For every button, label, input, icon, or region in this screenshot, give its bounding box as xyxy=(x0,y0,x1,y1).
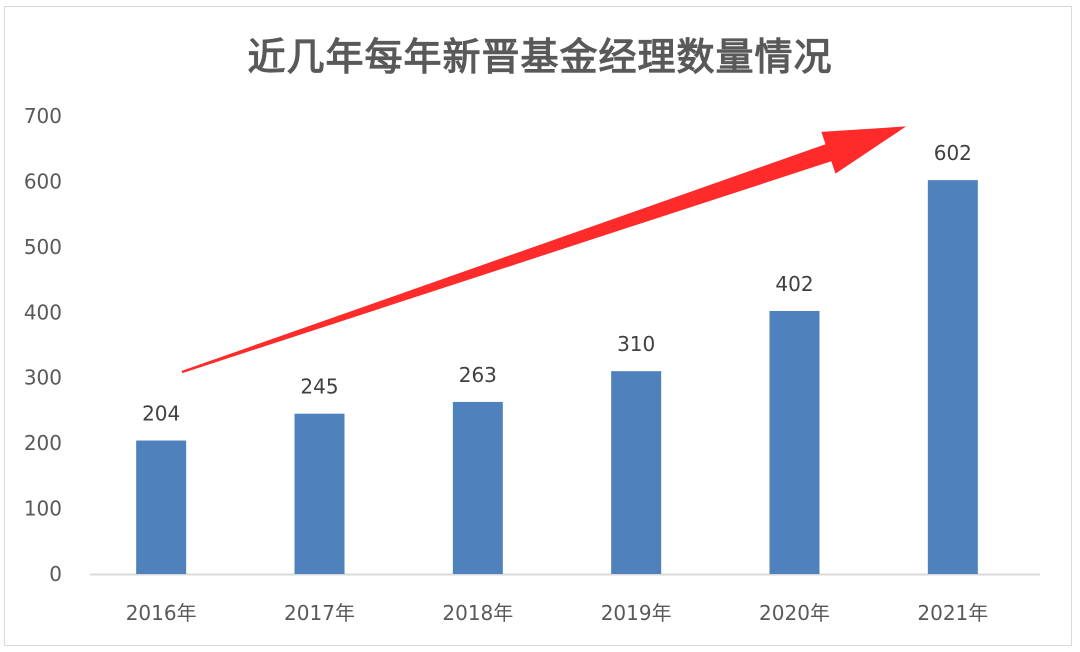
data-label: 402 xyxy=(775,272,813,296)
y-tick-label: 400 xyxy=(24,300,62,324)
data-label: 245 xyxy=(300,375,338,399)
bar xyxy=(136,440,187,574)
x-tick-label: 2020年 xyxy=(759,601,830,625)
y-axis: 0 100 200 300 400 500 600 700 xyxy=(24,104,62,586)
data-label: 204 xyxy=(142,402,180,426)
chart-title: 近几年每年新晋基金经理数量情况 xyxy=(247,34,833,79)
data-label: 602 xyxy=(934,141,972,165)
y-tick-label: 500 xyxy=(24,235,62,259)
y-tick-label: 100 xyxy=(24,497,62,521)
y-tick-label: 600 xyxy=(24,169,62,193)
x-tick-label: 2019年 xyxy=(601,601,672,625)
x-tick-label: 2017年 xyxy=(284,601,355,625)
trend-arrow xyxy=(181,126,907,374)
x-tick-label: 2021年 xyxy=(917,601,988,625)
y-tick-label: 200 xyxy=(24,431,62,455)
bar xyxy=(611,371,662,574)
bar xyxy=(927,180,978,574)
data-label: 263 xyxy=(459,363,497,387)
data-labels: 204 245 263 310 402 602 xyxy=(142,141,972,425)
y-tick-label: 700 xyxy=(24,104,62,128)
x-tick-label: 2016年 xyxy=(126,601,197,625)
bar xyxy=(769,310,820,574)
y-tick-label: 300 xyxy=(24,366,62,390)
bar xyxy=(294,413,345,574)
data-label: 310 xyxy=(617,332,655,356)
bar-series xyxy=(136,180,978,574)
trend-arrow-annotation xyxy=(181,126,907,374)
bar xyxy=(452,401,503,574)
x-axis: 2016年 2017年 2018年 2019年 2020年 2021年 xyxy=(90,573,1040,625)
y-tick-label: 0 xyxy=(49,562,62,586)
x-tick-label: 2018年 xyxy=(442,601,513,625)
